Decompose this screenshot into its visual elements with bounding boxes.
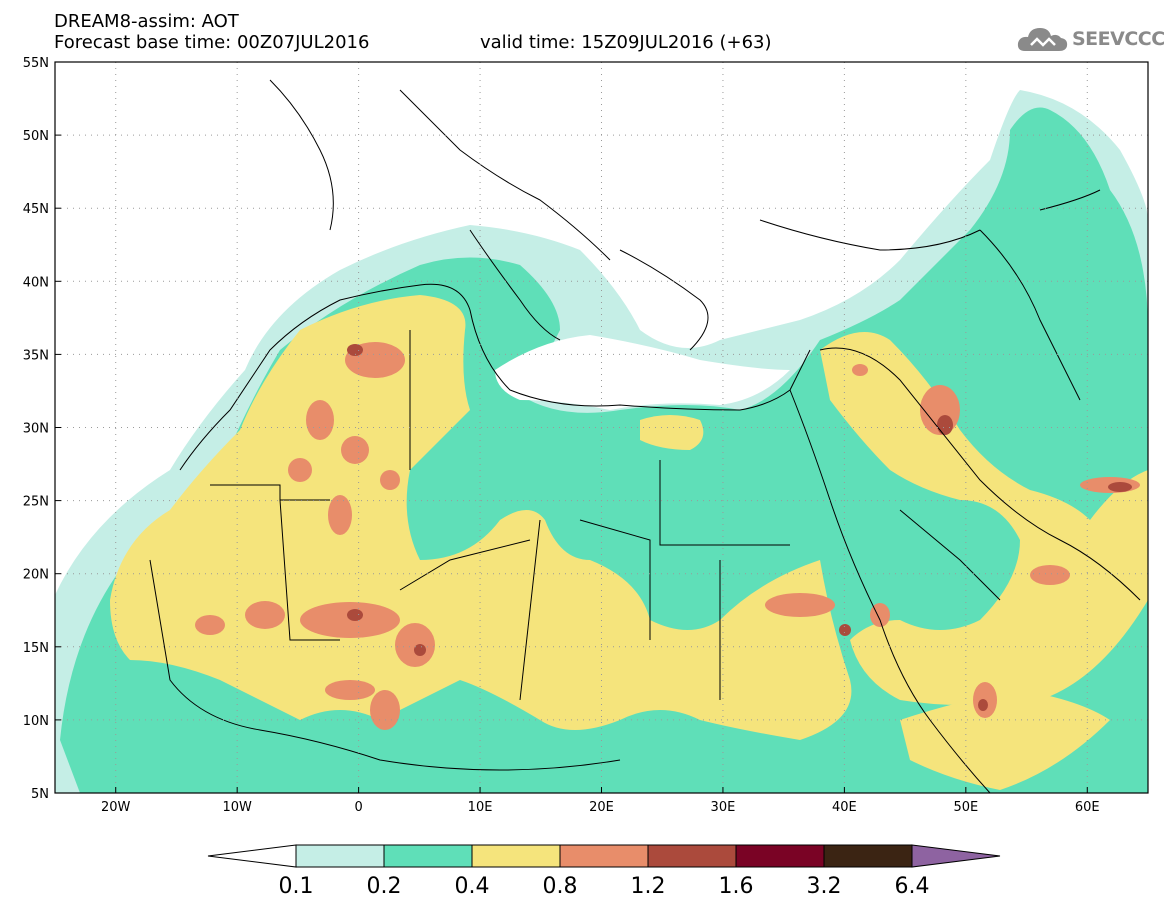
aot-band-0.8 — [195, 342, 1140, 730]
lon-label: 10E — [468, 800, 493, 815]
colorbar-swatch — [383, 844, 473, 868]
aot-colorbar: 0.1 0.2 0.4 0.8 1.2 1.6 3.2 6.4 — [207, 844, 1001, 899]
aot-band-0.4-egypt — [640, 415, 704, 450]
valid-time: valid time: 15Z09JUL2016 (+63) — [480, 32, 772, 53]
lat-label: 15N — [23, 641, 49, 656]
colorbar-swatch — [559, 844, 649, 868]
lon-label: 20E — [589, 800, 614, 815]
lat-label: 40N — [23, 275, 49, 290]
lon-label: 20W — [101, 800, 131, 815]
lon-label: 0 — [354, 800, 362, 815]
lat-label: 55N — [23, 56, 49, 71]
colorbar-swatch — [647, 844, 737, 868]
lon-label: 60E — [1075, 800, 1100, 815]
aot-band-0.4-somalia — [900, 690, 1110, 790]
lat-label: 25N — [23, 495, 49, 510]
aot-band-0.4-east — [820, 332, 1148, 705]
colorbar-label: 0.1 — [279, 874, 314, 899]
lat-lon-grid — [55, 62, 1148, 793]
logo-text: SEEVCCC — [1072, 28, 1165, 50]
colorbar-label: 0.4 — [455, 874, 490, 899]
aot-band-0.4-west — [110, 295, 852, 740]
lat-label: 50N — [23, 129, 49, 144]
lat-label: 30N — [23, 422, 49, 437]
lat-label: 5N — [31, 787, 49, 802]
latitude-labels: 5N 10N 15N 20N 25N 30N 35N 40N 45N 50N 55N — [23, 56, 61, 802]
colorbar-under-triangle — [207, 844, 297, 868]
aot-field — [55, 62, 1148, 793]
forecast-base-time: Forecast base time: 00Z07JUL2016 — [54, 32, 370, 53]
lon-label: 10W — [222, 800, 252, 815]
colorbar-label: 1.2 — [631, 874, 666, 899]
map-title: DREAM8-assim: AOT — [54, 11, 239, 32]
aot-band-1.2 — [347, 344, 1132, 711]
lat-label: 20N — [23, 568, 49, 583]
coastlines — [149, 79, 1141, 793]
lat-label: 35N — [23, 348, 49, 363]
colorbar-label: 3.2 — [807, 874, 842, 899]
lon-label: 50E — [953, 800, 978, 815]
colorbar-label: 6.4 — [895, 874, 930, 899]
colorbar-label: 0.2 — [367, 874, 402, 899]
aot-clear-med — [495, 335, 790, 410]
colorbar-swatch — [295, 844, 385, 868]
lon-label: 40E — [832, 800, 857, 815]
lat-label: 10N — [23, 714, 49, 729]
colorbar-label: 1.6 — [719, 874, 754, 899]
colorbar-label: 0.8 — [543, 874, 578, 899]
lon-label: 30E — [711, 800, 736, 815]
colorbar-over-triangle — [911, 844, 1001, 868]
colorbar-swatch — [823, 844, 913, 868]
seevccc-logo: SEEVCCC — [1017, 24, 1165, 54]
cloud-icon — [1017, 28, 1068, 51]
longitude-labels: 20W 10W 0 10E 20E 30E 40E 50E 60E — [101, 787, 1100, 815]
lat-label: 45N — [23, 202, 49, 217]
colorbar-swatch — [471, 844, 561, 868]
colorbar-swatch — [735, 844, 825, 868]
